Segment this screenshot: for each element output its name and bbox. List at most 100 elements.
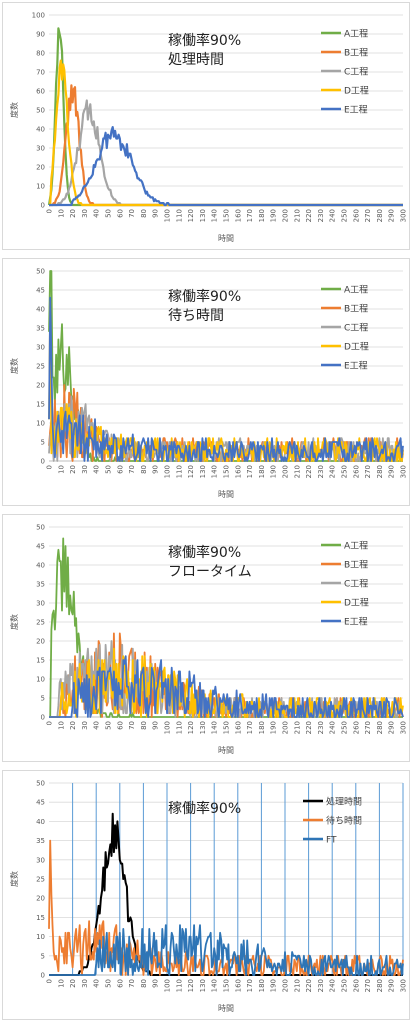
chart3-x-label: 時間 [218, 746, 234, 755]
chart1-y-label: 度数 [9, 102, 19, 118]
chart2-xtick-label: 100 [164, 465, 172, 478]
chart1-xtick-label: 110 [175, 209, 183, 222]
chart4-ytick-label: 10 [36, 933, 45, 941]
chart1-legend-label: B工程 [344, 48, 368, 59]
chart2-xtick-label: 260 [352, 465, 360, 478]
chart2-xtick-label: 20 [69, 465, 77, 474]
chart1-xtick-label: 280 [376, 209, 384, 222]
chart1-ytick-label: 30 [36, 145, 45, 153]
chart3-xtick-label: 200 [282, 721, 290, 734]
chart4-xtick-label: 230 [317, 979, 325, 992]
chart3-xtick-label: 270 [364, 721, 372, 734]
chart4-ytick-label: 35 [36, 837, 45, 845]
chart2-xtick-label: 170 [246, 465, 254, 478]
chart3-xtick-label: 50 [105, 721, 113, 730]
chart3-xtick-label: 230 [317, 721, 325, 734]
chart1-series-line-4 [49, 59, 403, 207]
chart4-ytick-label: 40 [36, 818, 45, 826]
chart4-xtick-label: 20 [69, 979, 77, 988]
chart1-ytick-label: 0 [41, 202, 45, 210]
chart1-ytick-label: 60 [36, 88, 45, 96]
chart2-xtick-label: 110 [175, 465, 183, 478]
chart3-xtick-label: 90 [152, 721, 160, 730]
chart3-xtick-label: 250 [341, 721, 349, 734]
chart4-xtick-label: 90 [152, 979, 160, 988]
chart4-title-line: 稼働率90% [168, 800, 241, 817]
chart1-xtick-label: 290 [388, 209, 396, 222]
chart3-ytick-label: 30 [36, 600, 45, 608]
chart1-xtick-label: 70 [128, 209, 136, 218]
chart3-xtick-label: 190 [270, 721, 278, 734]
chart4-xtick-label: 300 [400, 979, 408, 992]
chart3-xtick-label: 150 [223, 721, 231, 734]
chart2-ytick-label: 10 [36, 420, 45, 428]
chart3-y-label: 度数 [9, 614, 19, 630]
chart3-xtick-label: 210 [293, 721, 301, 734]
chart4-xtick-label: 240 [329, 979, 337, 992]
chart2-xtick-label: 130 [199, 465, 207, 478]
chart1-legend-label: E工程 [344, 105, 368, 116]
chart4-series-line-1 [49, 812, 403, 976]
chart1-ytick-label: 10 [36, 183, 45, 191]
chart2-xtick-label: 50 [105, 465, 113, 474]
chart2-ytick-label: 45 [36, 287, 45, 295]
chart1-xtick-label: 30 [81, 209, 89, 218]
chart4-xtick-label: 280 [376, 979, 384, 992]
chart3-title-line: 稼働率90% [168, 544, 241, 561]
chart4-xtick-label: 0 [46, 979, 54, 983]
chart4-ytick-label: 25 [36, 876, 45, 884]
chart2-ytick-label: 30 [36, 344, 45, 352]
chart2-xtick-label: 200 [282, 465, 290, 478]
chart3-xtick-label: 260 [352, 721, 360, 734]
chart3-legend-label: E工程 [344, 617, 368, 628]
chart2-legend-label: A工程 [344, 285, 368, 296]
chart4-ytick-label: 50 [36, 780, 45, 788]
chart2-xtick-label: 90 [152, 465, 160, 474]
chart3-xtick-label: 160 [234, 721, 242, 734]
chart2-xtick-label: 190 [270, 465, 278, 478]
chart4-x-label: 時間 [218, 1004, 234, 1013]
chart1-ytick-label: 80 [36, 50, 45, 58]
chart3-xtick-label: 120 [187, 721, 195, 734]
chart4-xtick-label: 260 [352, 979, 360, 992]
chart3-xtick-label: 20 [69, 721, 77, 730]
chart2-ytick-label: 15 [36, 401, 45, 409]
chart4-ytick-label: 45 [36, 799, 45, 807]
chart2-ytick-label: 35 [36, 325, 45, 333]
chart2-x-label: 時間 [218, 490, 234, 499]
chart3-xtick-label: 140 [211, 721, 219, 734]
chart4-xtick-label: 290 [388, 979, 396, 992]
chart3-xtick-label: 40 [93, 721, 101, 730]
chart1-title-line: 稼働率90% [168, 32, 241, 49]
chart4-xtick-label: 80 [140, 979, 148, 988]
chart1-xtick-label: 120 [187, 209, 195, 222]
chart4-ytick-label: 30 [36, 856, 45, 864]
chart4-xtick-label: 70 [128, 979, 136, 988]
chart3-xtick-label: 240 [329, 721, 337, 734]
chart3-xtick-label: 110 [175, 721, 183, 734]
chart3-xtick-label: 220 [305, 721, 313, 734]
chart3-xtick-label: 170 [246, 721, 254, 734]
chart4-xtick-label: 180 [258, 979, 266, 992]
chart1-xtick-label: 240 [329, 209, 337, 222]
chart1-ytick-label: 40 [36, 126, 45, 134]
chart2-xtick-label: 150 [223, 465, 231, 478]
chart3-xtick-label: 80 [140, 721, 148, 730]
chart4-xtick-label: 40 [93, 979, 101, 988]
chart2-ytick-label: 25 [36, 363, 45, 371]
chart1-xtick-label: 140 [211, 209, 219, 222]
chart4-xtick-label: 140 [211, 979, 219, 992]
chart4-xtick-label: 10 [57, 979, 65, 988]
chart4-legend-label: 待ち時間 [326, 815, 362, 827]
chart2-xtick-label: 140 [211, 465, 219, 478]
chart2-xtick-label: 240 [329, 465, 337, 478]
chart3-legend-label: A工程 [344, 541, 368, 552]
chart2-series-line-4 [48, 300, 404, 462]
chart1-ytick-label: 100 [32, 12, 45, 20]
chart1-xtick-label: 170 [246, 209, 254, 222]
chart4-xtick-label: 250 [341, 979, 349, 992]
chart1-xtick-label: 160 [234, 209, 242, 222]
